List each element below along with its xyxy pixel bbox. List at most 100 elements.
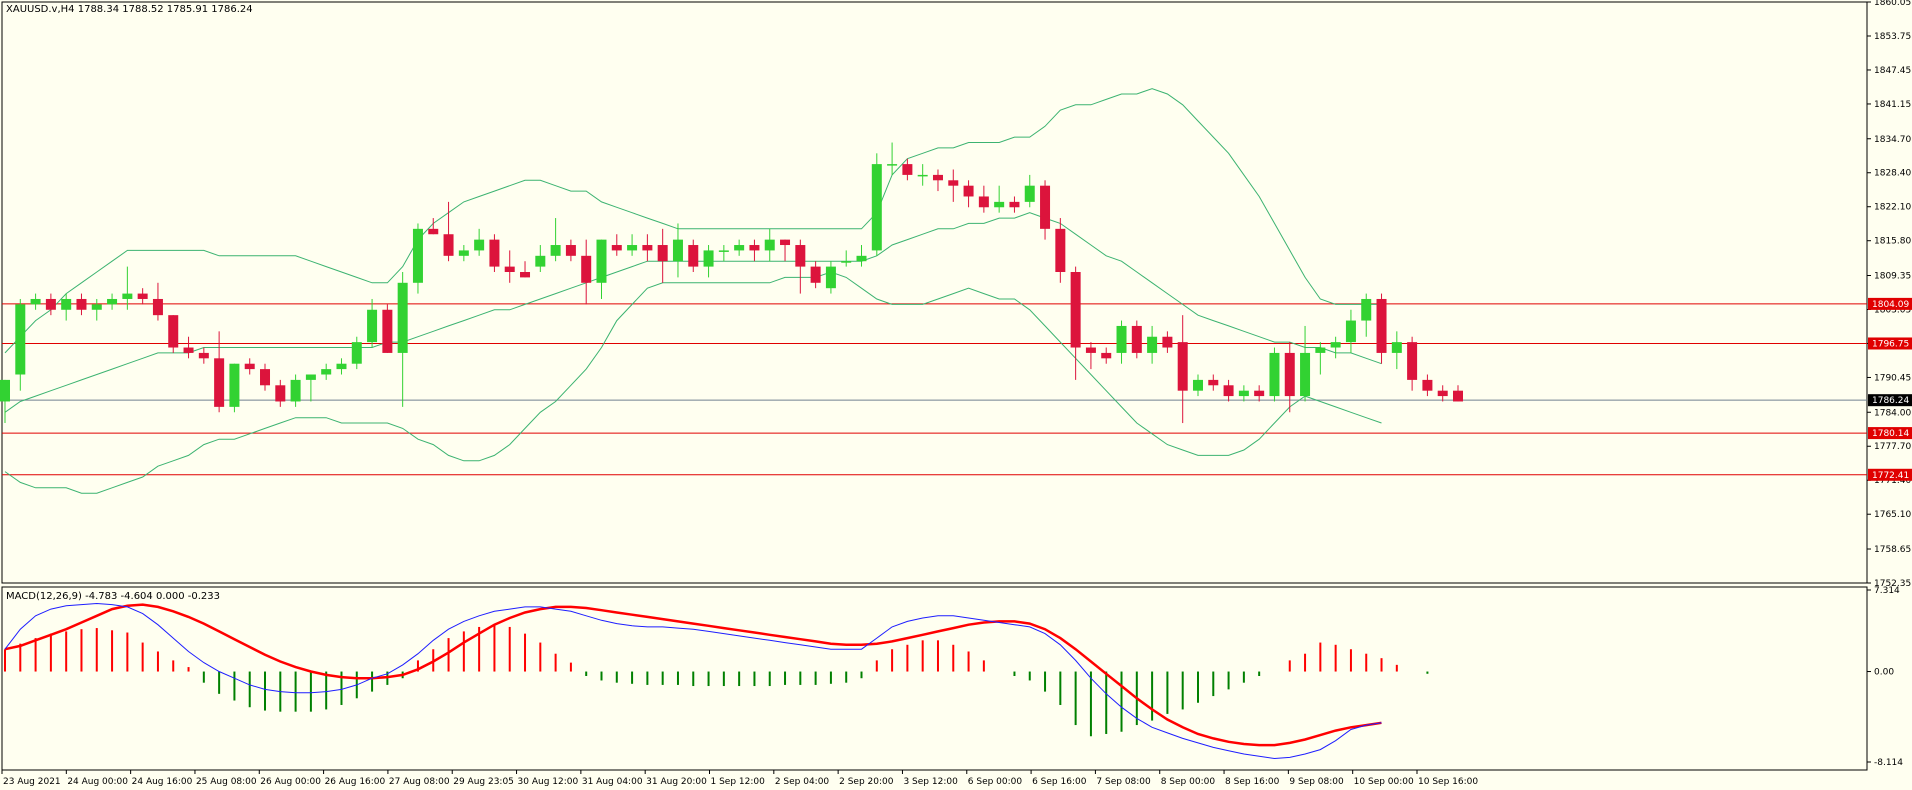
level-price-label: 1796.75: [1872, 339, 1909, 349]
macd-signal-line: [4, 603, 1382, 747]
time-tick-label: 7 Sep 08:00: [1096, 777, 1151, 787]
candle-body: [1284, 352, 1295, 397]
time-tick-label: 24 Aug 00:00: [67, 777, 128, 787]
candle-body: [963, 185, 974, 197]
current-price-box: [1868, 394, 1912, 407]
candle-body: [520, 272, 531, 278]
time-tick-label: 31 Aug 04:00: [582, 777, 643, 787]
candle-body: [45, 298, 56, 310]
candle-body: [565, 245, 576, 256]
candle-body: [244, 363, 255, 370]
candle-body: [1055, 228, 1066, 273]
candle-body: [1131, 325, 1142, 353]
candle-body: [1101, 352, 1112, 359]
candle-body: [856, 255, 867, 262]
candle-body: [978, 196, 989, 208]
time-tick-label: 2 Sep 20:00: [839, 777, 894, 787]
macd-title: MACD(12,26,9) -4.783 -4.604 0.000 -0.233: [6, 591, 220, 602]
candle-body: [1009, 201, 1020, 208]
candle-body: [627, 245, 638, 251]
candle-body: [336, 363, 347, 370]
level-price-label: 1804.09: [1872, 300, 1909, 310]
time-tick-label: 6 Sep 00:00: [968, 777, 1023, 787]
macd-main-line: [4, 602, 1382, 760]
candle-body: [657, 245, 668, 262]
candle-body: [611, 245, 622, 251]
symbol-title: XAUUSD.v,H4 1788.34 1788.52 1785.91 1786…: [6, 4, 253, 15]
macd-tick-label: 7.314: [1874, 586, 1900, 596]
macd-tick-label: -8.114: [1874, 758, 1903, 768]
candle-body: [290, 379, 301, 402]
candle-body: [412, 228, 423, 283]
bollinger-upper: [4, 88, 1382, 354]
level-price-box: [1868, 468, 1912, 481]
candle-body: [917, 174, 928, 177]
candle-body: [1177, 342, 1188, 391]
candle-body: [535, 255, 546, 267]
candle-body: [841, 261, 852, 263]
bollinger-lower: [4, 271, 1382, 494]
candle-body: [443, 234, 454, 256]
candle-body: [229, 363, 240, 407]
level-price-label: 1772.41: [1872, 471, 1909, 481]
candle-body: [871, 164, 882, 251]
candle-body: [15, 304, 26, 375]
candle-body: [489, 239, 500, 267]
price-tick-label: 1860.05: [1874, 0, 1911, 8]
candle-body: [1315, 347, 1326, 353]
main-panel-border: [1, 1, 1868, 584]
candle-body: [1223, 385, 1234, 397]
candle-body: [764, 239, 775, 251]
candle-body: [596, 239, 607, 283]
candle-body: [734, 245, 745, 251]
time-tick-label: 24 Aug 16:00: [132, 777, 193, 787]
current-price-label: 1786.24: [1872, 396, 1909, 406]
candle-body: [1269, 352, 1280, 397]
price-tick-label: 1853.75: [1874, 32, 1911, 42]
candle-body: [780, 239, 791, 246]
candle-body: [382, 309, 393, 353]
macd-tick-label: 0.00: [1874, 668, 1894, 678]
time-tick-label: 26 Aug 00:00: [260, 777, 321, 787]
price-tick-label: 1809.35: [1874, 272, 1911, 282]
candle-body: [198, 352, 209, 359]
price-tick-label: 1784.00: [1874, 408, 1911, 418]
price-tick-label: 1822.10: [1874, 203, 1911, 213]
candle-body: [305, 374, 316, 380]
price-tick-label: 1828.40: [1874, 169, 1911, 179]
candle-body: [107, 298, 118, 305]
time-tick-label: 1 Sep 12:00: [711, 777, 766, 787]
candle-body: [1376, 298, 1387, 353]
price-tick-label: 1834.70: [1874, 135, 1911, 145]
candle-body: [397, 282, 408, 353]
candle-body: [1422, 379, 1433, 391]
candle-body: [122, 293, 133, 299]
level-price-box: [1868, 427, 1912, 440]
price-tick-label: 1777.70: [1874, 442, 1911, 452]
candle-body: [1040, 185, 1051, 229]
candle-body: [1238, 390, 1249, 397]
candle-body: [321, 369, 332, 375]
price-tick-label: 1841.15: [1874, 100, 1911, 110]
candle-body: [749, 245, 760, 251]
candle-body: [137, 293, 148, 299]
price-tick-label: 1847.45: [1874, 66, 1911, 76]
candle-body: [642, 245, 653, 251]
macd-panel-border: [1, 586, 1868, 771]
time-tick-label: 23 Aug 2021: [3, 777, 61, 787]
candle-body: [91, 304, 102, 310]
candle-body: [458, 250, 469, 256]
candle-body: [1345, 320, 1356, 343]
candle-body: [703, 250, 714, 267]
price-tick-label: 1758.65: [1874, 545, 1911, 555]
time-tick-label: 3 Sep 12:00: [903, 777, 958, 787]
candle-body: [932, 174, 943, 181]
time-tick-label: 29 Aug 23:05: [453, 777, 514, 787]
candle-body: [275, 385, 286, 402]
candle-body: [1162, 336, 1173, 348]
candle-body: [1453, 390, 1463, 402]
candle-body: [76, 298, 87, 310]
candle-body: [30, 298, 41, 305]
price-tick-label: 1771.40: [1874, 476, 1911, 486]
